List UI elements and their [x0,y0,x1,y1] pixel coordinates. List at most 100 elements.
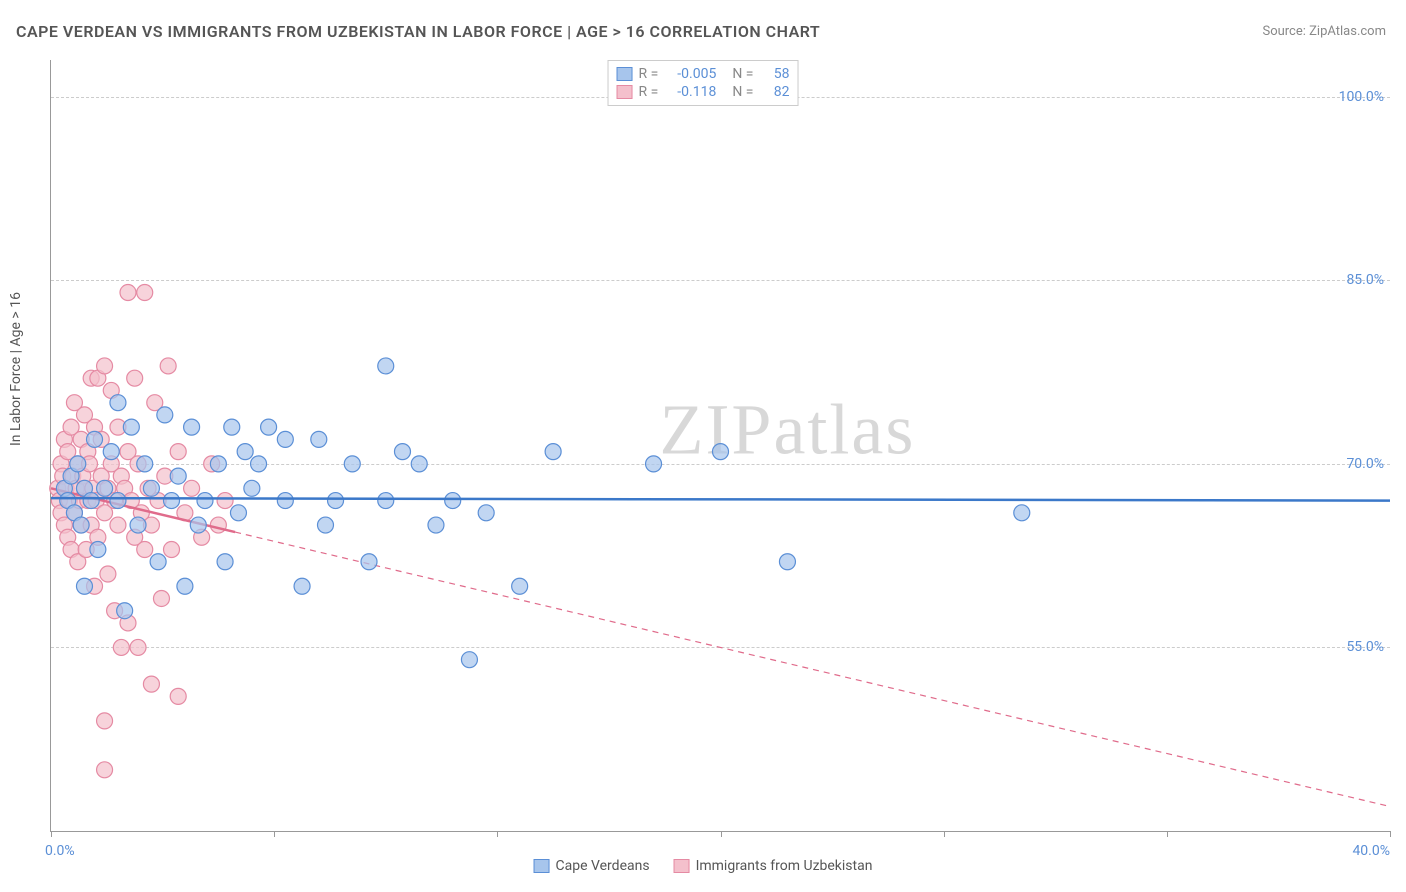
data-point [177,578,193,594]
data-point [100,566,116,582]
data-point [394,444,410,460]
legend-row-series-2: R = -0.118 N = 82 [617,83,790,101]
x-tick [721,831,722,837]
trend-line-solid [51,498,1390,500]
data-point [137,456,153,472]
data-point [73,517,89,533]
data-point [361,554,377,570]
data-point [277,431,293,447]
data-point [103,444,119,460]
data-point [137,542,153,558]
data-point [170,468,186,484]
data-point [170,688,186,704]
data-point [261,419,277,435]
data-point [70,456,86,472]
data-point [217,554,233,570]
data-point [97,358,113,374]
data-point [277,493,293,509]
data-point [153,590,169,606]
data-point [411,456,427,472]
data-point [184,419,200,435]
legend-r-label-1: R = [639,66,659,82]
legend-item-2: Immigrants from Uzbekistan [674,858,873,874]
chart-title: CAPE VERDEAN VS IMMIGRANTS FROM UZBEKIST… [16,22,820,41]
source-label: Source: ZipAtlas.com [1262,24,1386,39]
data-point [197,493,213,509]
data-point [237,444,253,460]
data-point [170,444,186,460]
data-point [713,444,729,460]
data-point [110,517,126,533]
data-point [127,370,143,386]
data-point [83,493,99,509]
data-point [378,493,394,509]
data-point [779,554,795,570]
x-tick [51,831,52,837]
data-point [210,456,226,472]
x-tick [274,831,275,837]
data-point [545,444,561,460]
trend-line-dashed [235,532,1390,806]
data-point [164,542,180,558]
data-point [137,285,153,301]
x-tick [944,831,945,837]
legend-item-1: Cape Verdeans [534,858,650,874]
data-point [512,578,528,594]
data-point [244,480,260,496]
data-point [97,713,113,729]
x-tick [497,831,498,837]
data-point [143,676,159,692]
data-point [160,358,176,374]
legend-swatch-1b [534,859,550,873]
data-point [117,603,133,619]
x-tick [1390,831,1391,837]
x-axis-min-label: 0.0% [45,843,75,859]
data-point [461,652,477,668]
data-point [184,480,200,496]
data-point [143,480,159,496]
x-axis-max-label: 40.0% [1352,843,1390,859]
data-point [150,554,166,570]
data-point [76,578,92,594]
data-point [478,505,494,521]
data-point [157,407,173,423]
data-point [87,431,103,447]
data-point [428,517,444,533]
data-point [130,517,146,533]
x-tick [1167,831,1168,837]
data-point [97,762,113,778]
data-point [97,480,113,496]
legend-r-value-2: -0.118 [664,84,716,100]
data-point [1014,505,1030,521]
data-point [123,419,139,435]
data-point [110,395,126,411]
legend-n-value-2: 82 [759,84,789,100]
data-point [164,493,180,509]
data-point [190,517,206,533]
data-point [110,493,126,509]
data-point [646,456,662,472]
data-point [113,639,129,655]
series-legend: Cape Verdeans Immigrants from Uzbekistan [534,858,873,874]
data-point [90,542,106,558]
legend-n-label-2: N = [732,84,753,100]
correlation-legend: R = -0.005 N = 58 R = -0.118 N = 82 [608,60,799,106]
y-axis-title: In Labor Force | Age > 16 [8,292,24,446]
data-point [294,578,310,594]
scatter-plot-svg [51,60,1390,831]
legend-n-value-1: 58 [759,66,789,82]
data-point [217,493,233,509]
legend-label-1: Cape Verdeans [556,858,650,874]
legend-n-label-1: N = [732,66,753,82]
data-point [328,493,344,509]
legend-swatch-2b [674,859,690,873]
legend-r-label-2: R = [639,84,659,100]
legend-label-2: Immigrants from Uzbekistan [696,858,873,874]
legend-swatch-2 [617,85,633,99]
legend-r-value-1: -0.005 [664,66,716,82]
data-point [130,639,146,655]
legend-swatch-1 [617,67,633,81]
legend-row-series-1: R = -0.005 N = 58 [617,65,790,83]
data-point [230,505,246,521]
data-point [378,358,394,374]
